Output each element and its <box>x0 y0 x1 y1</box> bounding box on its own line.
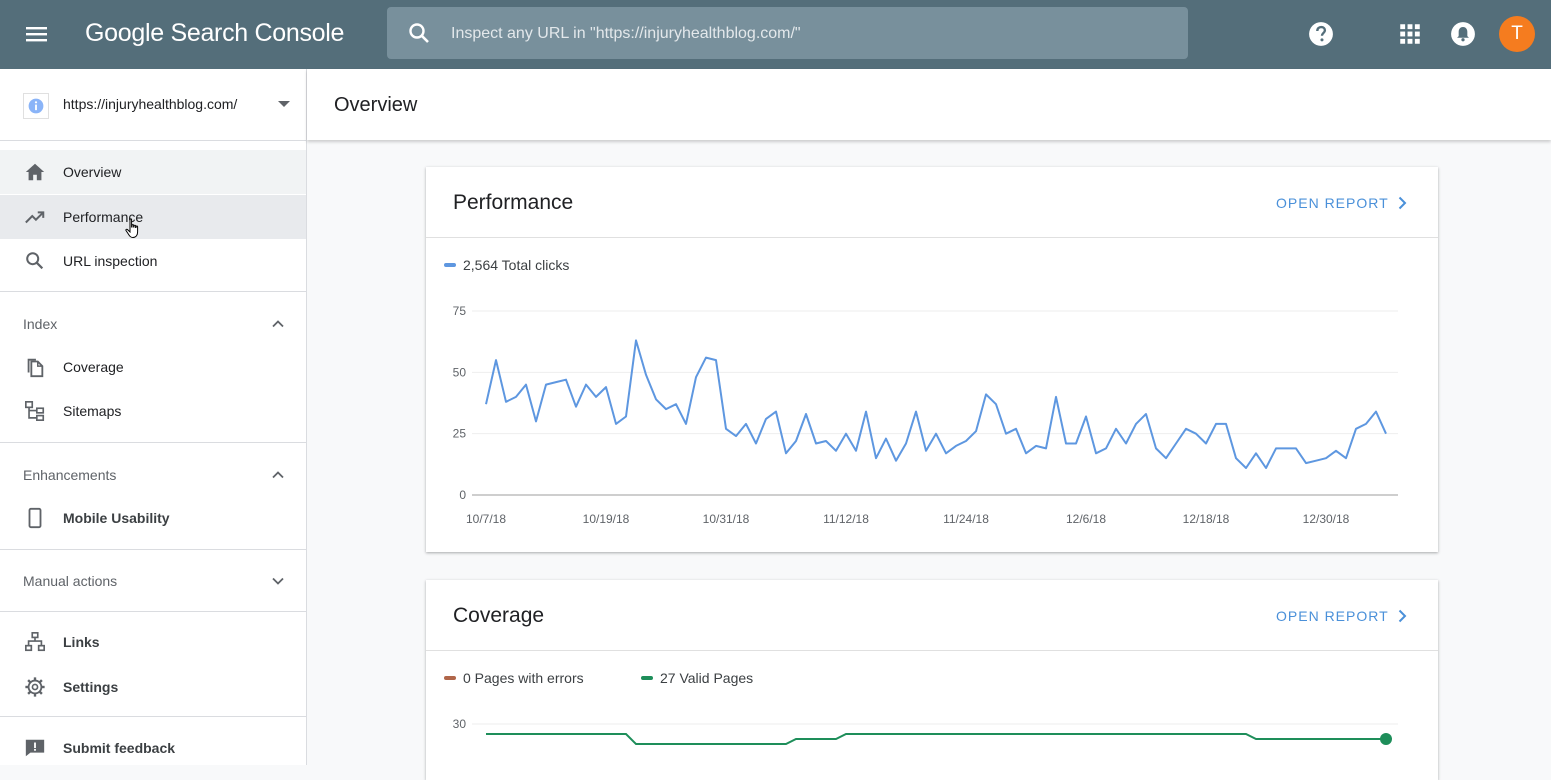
property-info-icon <box>23 93 49 119</box>
x-tick-label: 12/30/18 <box>1303 512 1350 526</box>
apps-grid-icon[interactable] <box>1397 21 1423 47</box>
sidebar-divider <box>0 611 306 612</box>
chevron-up-icon <box>272 320 284 328</box>
legend-total-clicks: 2,564 Total clicks <box>444 257 569 273</box>
hamburger-menu-icon[interactable] <box>24 22 48 46</box>
legend-swatch <box>444 263 456 268</box>
sidebar-item-settings[interactable]: Settings <box>0 665 306 709</box>
smartphone-icon <box>28 507 42 529</box>
chevron-right-icon[interactable] <box>1394 195 1410 211</box>
section-label: Manual actions <box>23 573 118 589</box>
card-divider <box>426 237 1438 238</box>
legend-swatch <box>641 676 653 681</box>
sidebar-item-links[interactable]: Links <box>0 620 306 664</box>
sidebar-divider <box>0 549 306 550</box>
sidebar-item-label: Sitemaps <box>63 403 122 419</box>
x-tick-label: 12/6/18 <box>1066 512 1106 526</box>
coverage-chart: 30 <box>453 717 1398 745</box>
sidebar-item-mobile-usability[interactable]: Mobile Usability <box>0 496 306 540</box>
sidebar-divider <box>0 442 306 443</box>
page-title: Overview <box>334 94 418 116</box>
page-header: Overview <box>307 69 1551 140</box>
feedback-icon <box>25 739 45 757</box>
x-tick-label: 10/7/18 <box>466 512 506 526</box>
y-tick-label: 0 <box>459 488 466 502</box>
section-label: Index <box>23 316 58 332</box>
coverage-card: Coverage OPEN REPORT 0 Pages with errors… <box>426 580 1438 780</box>
performance-card: Performance OPEN REPORT 2,564 Total clic… <box>426 167 1438 552</box>
search-icon <box>409 23 429 43</box>
x-tick-label: 11/12/18 <box>823 512 869 526</box>
performance-chart: 0 25 50 75 10/7/18 10/19/18 10/31/18 11/12/18 11… <box>453 304 1398 526</box>
y-tick-label: 25 <box>453 427 467 441</box>
sidebar-item-label: Links <box>63 634 100 650</box>
series-line-total-clicks <box>485 339 1387 469</box>
y-tick-label: 30 <box>453 717 467 731</box>
legend-label: 2,564 Total clicks <box>463 257 570 273</box>
legend-pages-with-errors: 0 Pages with errors <box>444 670 584 686</box>
notifications-bell-icon[interactable] <box>1450 21 1476 47</box>
search-icon <box>26 252 44 270</box>
sidebar-item-url-inspection[interactable]: URL inspection <box>0 239 306 283</box>
section-index[interactable]: Index <box>0 301 306 345</box>
home-icon <box>25 163 45 181</box>
sidebar-item-label: Coverage <box>63 359 124 375</box>
sidebar-item-sitemaps[interactable]: Sitemaps <box>0 389 306 433</box>
url-inspect-search <box>387 7 1188 61</box>
card-divider <box>426 650 1438 651</box>
property-url: https://injuryhealthblog.com/ <box>63 96 238 112</box>
sidebar-item-label: URL inspection <box>63 253 158 269</box>
caret-down-icon[interactable] <box>278 101 290 107</box>
sidebar-item-overview[interactable]: Overview <box>0 150 306 194</box>
sidebar-item-submit-feedback[interactable]: Submit feedback <box>0 726 306 770</box>
sidebar-item-label: Settings <box>63 679 119 695</box>
gear-icon <box>25 677 45 697</box>
x-tick-label: 10/19/18 <box>583 512 630 526</box>
trending-up-icon <box>25 211 45 224</box>
legend-swatch <box>444 676 456 681</box>
top-app-bar: Google Search Console T <box>0 0 1551 69</box>
sidebar-divider <box>0 716 306 717</box>
legend-label: 0 Pages with errors <box>463 670 584 686</box>
section-label: Enhancements <box>23 467 117 483</box>
y-tick-label: 75 <box>453 304 467 318</box>
chevron-up-icon <box>272 471 284 479</box>
links-network-icon <box>25 632 45 652</box>
sidebar-item-label: Overview <box>63 164 122 180</box>
sitemap-icon <box>25 401 45 421</box>
chevron-down-icon <box>272 577 284 585</box>
card-title: Performance <box>453 191 574 214</box>
app-logo[interactable]: Google Search Console <box>85 19 345 47</box>
open-report-link[interactable]: OPEN REPORT <box>1276 608 1389 624</box>
user-avatar[interactable]: T <box>1499 16 1535 52</box>
sidebar-item-performance[interactable]: Performance <box>0 195 306 239</box>
legend-valid-pages: 27 Valid Pages <box>641 670 753 686</box>
help-icon[interactable] <box>1308 21 1334 47</box>
x-tick-label: 12/18/18 <box>1183 512 1230 526</box>
x-tick-label: 10/31/18 <box>703 512 750 526</box>
series-line-valid-pages <box>486 733 1386 745</box>
mouse-pointer-hand-icon <box>125 218 139 239</box>
sidebar-item-label: Submit feedback <box>63 740 176 756</box>
property-selector[interactable]: https://injuryhealthblog.com/ <box>0 69 306 141</box>
chevron-right-icon[interactable] <box>1394 608 1410 624</box>
open-report-link[interactable]: OPEN REPORT <box>1276 195 1389 211</box>
sidebar-item-label: Performance <box>63 209 144 225</box>
x-tick-label: 11/24/18 <box>943 512 989 526</box>
sidebar-divider <box>0 291 306 292</box>
sidebar-item-label: Mobile Usability <box>63 510 170 526</box>
y-tick-label: 50 <box>453 365 467 379</box>
series-endpoint-valid-pages <box>1380 733 1392 745</box>
legend-label: 27 Valid Pages <box>660 670 754 686</box>
file-copy-icon <box>27 358 44 378</box>
section-manual-actions[interactable]: Manual actions <box>0 558 306 602</box>
card-title: Coverage <box>453 604 545 627</box>
sidebar-item-coverage[interactable]: Coverage <box>0 345 306 389</box>
section-enhancements[interactable]: Enhancements <box>0 452 306 496</box>
sidebar: https://injuryhealthblog.com/ Overview P… <box>0 69 307 765</box>
url-inspect-input[interactable] <box>449 7 1173 61</box>
